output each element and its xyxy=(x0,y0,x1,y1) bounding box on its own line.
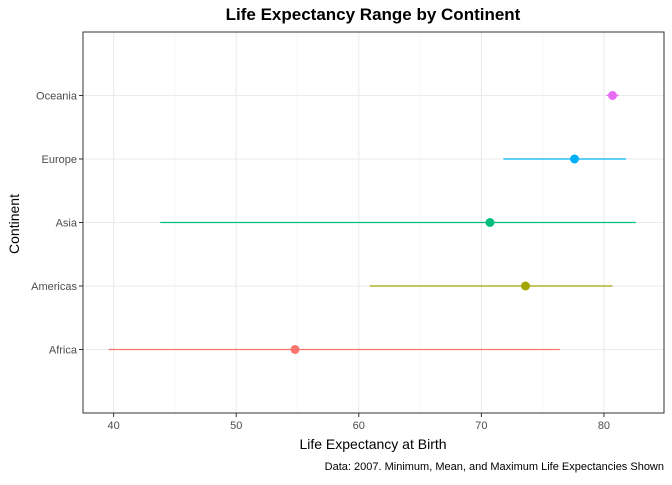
x-tick-label: 50 xyxy=(230,420,242,432)
mean-point-americas xyxy=(520,281,530,291)
x-tick-label: 40 xyxy=(108,420,120,432)
y-tick-label: Africa xyxy=(49,345,78,357)
y-tick-label: Americas xyxy=(31,281,77,293)
chart-caption: Data: 2007. Minimum, Mean, and Maximum L… xyxy=(325,461,664,473)
mean-point-europe xyxy=(570,154,580,164)
x-tick-label: 80 xyxy=(598,420,610,432)
y-tick-label: Asia xyxy=(56,218,78,230)
y-tick-label: Europe xyxy=(42,154,77,166)
x-tick-label: 60 xyxy=(353,420,365,432)
x-tick-label: 70 xyxy=(475,420,487,432)
mean-point-africa xyxy=(290,345,300,354)
y-axis-label: Continent xyxy=(6,194,22,254)
mean-point-oceania xyxy=(608,91,618,100)
plot-area: 40 50 60 70 80 Africa Americas Asia Europe Oceani… xyxy=(31,31,665,432)
mean-point-asia xyxy=(485,218,495,227)
chart-title: Life Expectancy Range by Continent xyxy=(226,5,521,24)
y-tick-label: Oceania xyxy=(36,91,78,103)
x-axis-label: Life Expectancy at Birth xyxy=(299,436,446,452)
